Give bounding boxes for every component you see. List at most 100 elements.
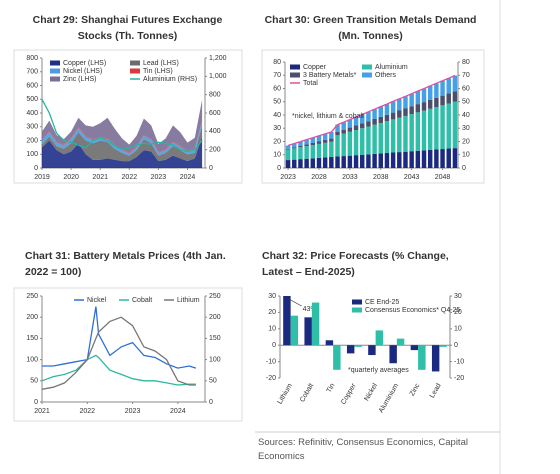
- x-tick-label: 2022: [122, 174, 138, 181]
- y-tick-label: 150: [26, 335, 38, 342]
- y-tick-label: 200: [26, 137, 38, 144]
- bar-segment: [335, 131, 340, 136]
- legend-label: Total: [303, 80, 318, 87]
- y2-tick-label: 20: [462, 138, 470, 145]
- legend-label: Others: [375, 72, 397, 79]
- bar-segment: [403, 115, 408, 152]
- bar-segment: [446, 103, 451, 149]
- bar-segment: [360, 123, 365, 129]
- legend-swatch: [352, 299, 362, 305]
- bar-segment: [329, 157, 334, 168]
- bar-segment: [316, 157, 322, 168]
- legend-label: Lead (LHS): [143, 60, 179, 67]
- bar-segment: [329, 141, 334, 158]
- legend-label: Aluminium: [375, 64, 408, 71]
- bar-segment: [434, 97, 439, 108]
- bar-segment: [452, 148, 458, 168]
- frame: [13, 49, 243, 184]
- bar: [325, 340, 334, 346]
- y-tick-label: -10: [266, 358, 276, 365]
- bar-segment: [360, 114, 365, 124]
- y2-tick-label: 70: [462, 72, 470, 79]
- y-tick-label: -20: [266, 375, 276, 382]
- y2-tick-label: 10: [462, 152, 470, 159]
- bar-segment: [347, 127, 353, 132]
- bar-segment: [446, 93, 451, 104]
- y-tick-label: 100: [26, 151, 38, 158]
- bar-segment: [452, 91, 458, 102]
- bar-segment: [322, 142, 328, 158]
- bar-segment: [415, 112, 421, 151]
- bar-segment: [322, 157, 328, 168]
- x-tick-label: Aluminium: [378, 382, 400, 414]
- line: [287, 74, 456, 147]
- bar-segment: [322, 133, 328, 141]
- bar-segment: [366, 121, 371, 127]
- bar-segment: [452, 75, 458, 92]
- bar-segment: [292, 159, 297, 168]
- area: [42, 120, 203, 154]
- x-tick-label: Zinc: [409, 382, 422, 397]
- bar: [290, 315, 299, 346]
- y-tick-label: 30: [268, 293, 276, 300]
- y-tick-label: 800: [26, 55, 38, 62]
- bar: [375, 330, 384, 346]
- bar-segment: [341, 122, 346, 130]
- y2-tick-label: 0: [454, 342, 458, 349]
- bar: [431, 345, 440, 372]
- bar-segment: [427, 99, 433, 109]
- bar-segment: [384, 104, 390, 115]
- bar-segment: [310, 145, 316, 159]
- bar-segment: [298, 159, 303, 168]
- bar-segment: [421, 110, 427, 151]
- bar-segment: [415, 150, 421, 168]
- y-tick-label: 600: [26, 82, 38, 89]
- legend-swatch: [50, 68, 60, 74]
- bar-segment: [440, 105, 445, 150]
- bar-segment: [372, 109, 377, 119]
- bar-segment: [366, 126, 371, 155]
- x-tick-label: 2024: [180, 174, 196, 181]
- bar-segment: [292, 143, 297, 148]
- chart-title: Chart 31: Battery Metals Prices (4th Jan…: [25, 250, 226, 278]
- bar-segment: [446, 148, 451, 168]
- x-tick-label: 2048: [435, 174, 451, 181]
- legend-label: CE End-25: [365, 299, 399, 306]
- bar-segment: [372, 118, 377, 125]
- y-tick-label: 40: [273, 112, 281, 119]
- legend-swatch: [130, 68, 140, 74]
- bar-segment: [335, 156, 340, 168]
- y2-tick-label: 200: [209, 314, 221, 321]
- bar: [333, 345, 341, 370]
- area: [42, 99, 203, 153]
- legend-label: Consensus Economics* Q4-25: [365, 307, 460, 314]
- bar-segment: [434, 149, 439, 168]
- chart-title: Chart 30: Green Transition Metals Demand…: [264, 14, 477, 42]
- bar-segment: [378, 122, 383, 154]
- frame: [13, 287, 243, 422]
- y2-tick-label: 30: [462, 125, 470, 132]
- y2-tick-label: -20: [454, 375, 464, 382]
- bar-segment: [285, 148, 291, 150]
- y2-tick-label: 1,200: [209, 55, 227, 62]
- area: [42, 136, 203, 168]
- y-tick-label: 10: [273, 152, 281, 159]
- x-tick-label: Tin: [326, 382, 337, 394]
- bar-segment: [353, 129, 359, 156]
- y-tick-label: 100: [26, 356, 38, 363]
- y2-tick-label: 250: [209, 293, 221, 300]
- bar-segment: [335, 124, 340, 132]
- bar-segment: [347, 119, 353, 128]
- bar: [346, 345, 355, 354]
- bar-segment: [298, 141, 303, 146]
- bar-segment: [378, 116, 383, 123]
- bar-segment: [390, 112, 396, 120]
- legend-swatch: [290, 72, 300, 78]
- bar: [410, 345, 419, 351]
- y2-tick-label: 80: [462, 59, 470, 66]
- bar-segment: [378, 106, 383, 117]
- bar-segment: [341, 129, 346, 134]
- y2-tick-label: 30: [454, 293, 462, 300]
- bar-segment: [415, 104, 421, 113]
